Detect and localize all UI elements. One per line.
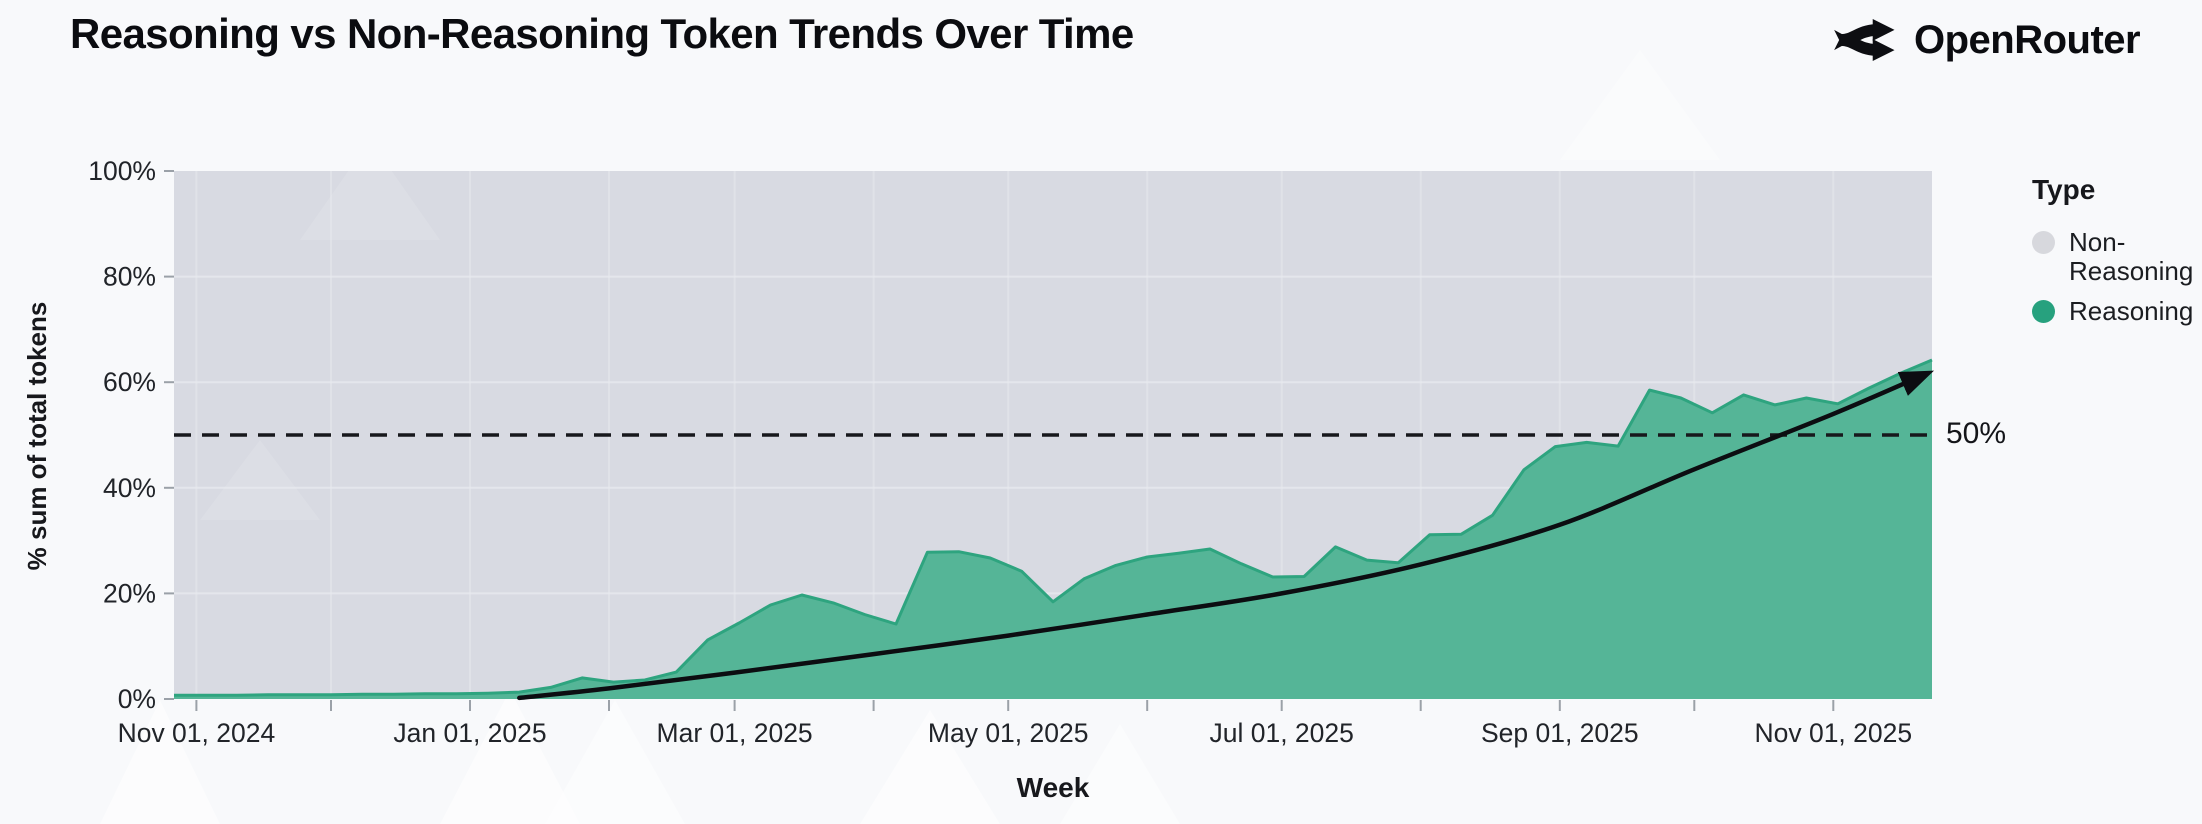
x-tick-label: May 01, 2025 [928,718,1089,748]
page-title: Reasoning vs Non-Reasoning Token Trends … [70,10,1134,57]
x-axis-title: Week [1016,772,1090,803]
reasoning-line [174,358,1933,697]
legend-label: Reasoning [2069,295,2194,326]
brand-name: OpenRouter [1914,17,2141,62]
x-tick-label: Jul 01, 2025 [1209,718,1353,748]
x-tick-label: Mar 01, 2025 [657,718,813,748]
y-tick-label: 0% [118,684,156,714]
legend-item-reasoning: Reasoning [2032,295,2202,326]
reasoning-area [174,360,1932,699]
background-watermark [860,710,1000,824]
y-tick-label: 40% [103,473,156,503]
openrouter-fork-arrows-icon [1834,19,1895,61]
y-tick-label: 20% [103,578,156,608]
y-axis-title: % sum of total tokens [22,301,52,571]
y-tick-label: 80% [103,262,156,292]
background-watermark [1060,724,1180,824]
background-watermark [545,700,685,824]
legend-item-non-reasoning: Non-Reasoning [2032,227,2202,287]
x-tick-label: Nov 01, 2025 [1754,718,1912,748]
legend-label: Non-Reasoning [2069,227,2194,287]
background-watermark [440,690,580,824]
background-watermark [300,140,440,240]
x-tick-label: Jan 01, 2025 [393,718,546,748]
y-tick-label: 60% [103,367,156,397]
brand-logo: OpenRouter [1834,14,2141,66]
background-watermark [200,440,320,520]
x-tick-label: Sep 01, 2025 [1481,718,1639,748]
x-tick-label: Nov 01, 2024 [118,718,276,748]
background-watermark [100,700,220,824]
reasoning-swatch-icon [2032,299,2055,323]
y-tick-label: 100% [88,156,156,186]
non-reasoning-swatch-icon [2032,231,2055,254]
trend-arrow [517,370,1935,701]
legend: Type Non-Reasoning Reasoning [2032,174,2202,336]
background-watermark [1560,50,1720,160]
legend-title: Type [2032,174,2096,205]
reference-line-label: 50% [1946,417,2007,450]
